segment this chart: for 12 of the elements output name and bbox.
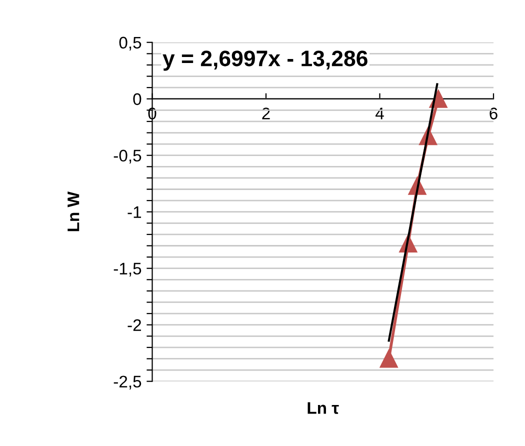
y-tick-label: -1,5	[114, 262, 142, 277]
y-tick-label: 0,5	[119, 36, 142, 51]
y-axis-title: Ln W	[68, 192, 80, 232]
y-tick-label: -1	[128, 206, 142, 218]
y-tick-label: 0	[133, 93, 142, 106]
point	[380, 350, 398, 368]
x-tick-label: 6	[490, 108, 498, 120]
y-tick-label: -2	[128, 319, 141, 331]
x-axis-title: Ln τ	[308, 402, 339, 414]
y-tick-label: -2,5	[114, 376, 142, 390]
annotation: y = 2,6997x - 13,286	[162, 50, 368, 71]
y-tick-label: -0,5	[114, 150, 142, 164]
